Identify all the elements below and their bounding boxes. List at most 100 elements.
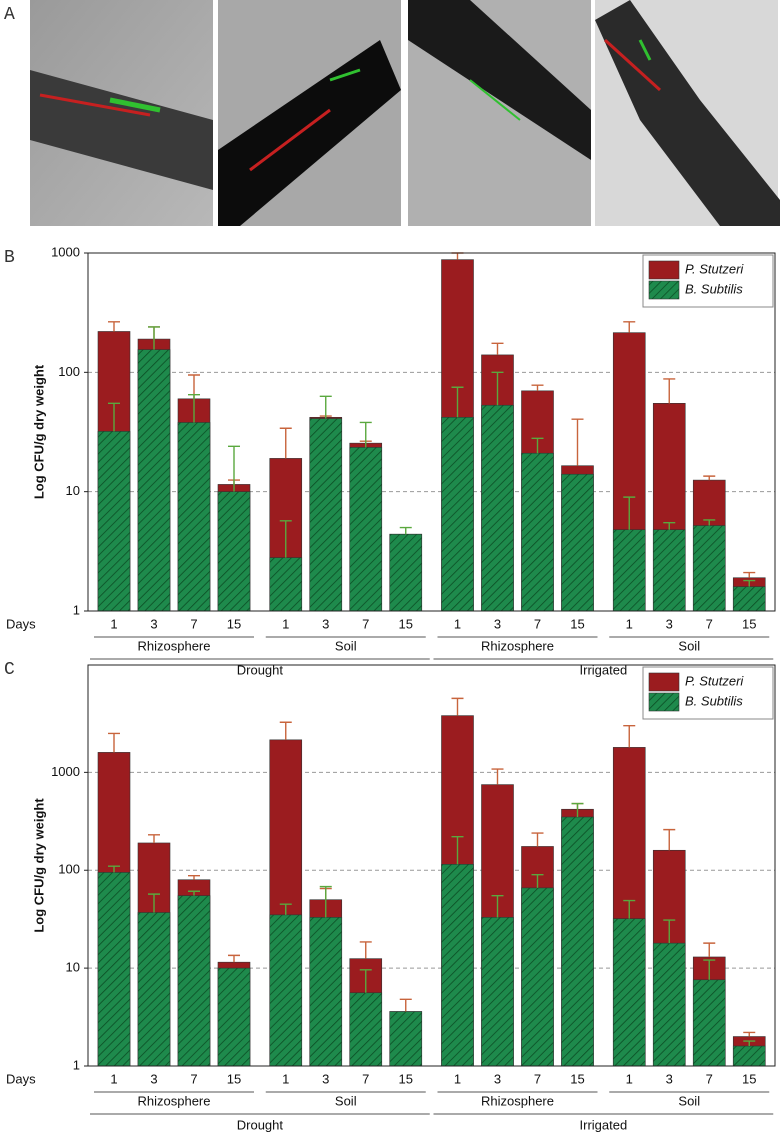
x-tick-label: 3 [322,1071,329,1086]
legend-label: B. Subtilis [685,281,743,296]
x-prefix: Days [6,616,36,631]
bar-hatch [521,453,554,611]
legend-hatch [649,281,679,299]
error-bar [663,919,676,944]
bar-hatch [178,895,210,1066]
bar-hatch [349,447,382,611]
x-tick-label: 1 [110,616,117,631]
x-tick-label: 1 [626,616,633,631]
error-bar [743,571,756,578]
error-bar [399,526,412,535]
bar-hatch [561,474,594,611]
error-bar [743,1031,756,1037]
error-bar [279,520,292,558]
bar-hatch [98,872,130,1066]
bar-hatch [733,1046,766,1066]
bar-hatch [218,968,250,1066]
y-tick-label: 1 [73,602,80,617]
error-bar [743,579,756,587]
error-bar [531,832,544,847]
error-bar [623,899,636,919]
x-tick-label: 7 [706,616,713,631]
error-bar [451,697,464,716]
error-bar [663,378,676,404]
error-bar [531,384,544,391]
x-tick-label: 3 [666,1071,673,1086]
x-tick-label: 1 [110,1071,117,1086]
x-tick-label: 1 [626,1071,633,1086]
x-tick-label: 7 [190,1071,197,1086]
bar-hatch [441,864,474,1066]
error-bar [531,874,544,888]
x-tick-label: 15 [227,1071,241,1086]
error-bar [188,890,200,896]
panel-label: C [4,660,15,680]
y-tick-label: 1000 [51,244,80,259]
x-tick-label: 1 [282,616,289,631]
subgroup-label: Soil [678,1093,700,1108]
bar-hatch [218,491,250,611]
error-bar [703,475,716,481]
bar-hatch [98,431,130,611]
x-tick-label: 15 [399,616,413,631]
x-tick-label: 3 [150,1071,157,1086]
error-bar [148,893,160,913]
x-tick-label: 7 [190,616,197,631]
error-bar [703,519,716,526]
x-tick-label: 3 [666,616,673,631]
x-tick-label: 7 [534,1071,541,1086]
bar-hatch [693,979,726,1066]
y-axis-label: Log CFU/g dry weight [31,364,46,499]
bar-hatch [389,534,422,611]
legend-hatch [649,693,679,711]
bar-hatch [613,918,646,1066]
micrograph [595,0,780,226]
subgroup-label: Soil [335,1093,357,1108]
x-tick-label: 1 [282,1071,289,1086]
subgroup-label: Rhizosphere [481,1093,554,1108]
error-bar [491,371,504,406]
x-tick-label: 3 [150,616,157,631]
subgroup-label: Soil [335,638,357,653]
subgroup-label: Soil [678,638,700,653]
bar-hatch [349,992,382,1066]
error-bar [663,521,676,530]
x-tick-label: 3 [494,616,501,631]
error-bar [571,802,584,817]
error-bar [359,941,372,959]
y-tick-label: 1000 [51,764,80,779]
subgroup-label: Rhizosphere [138,638,211,653]
x-tick-label: 15 [742,616,756,631]
legend-label: P. Stutzeri [685,261,744,276]
x-tick-label: 3 [322,616,329,631]
panel-label: B [4,248,15,268]
x-prefix: Days [6,1071,36,1086]
error-bar [703,959,716,980]
bar-hatch [138,349,170,611]
panel-label: A [4,5,15,25]
y-tick-label: 100 [58,862,80,877]
x-tick-label: 3 [494,1071,501,1086]
error-bar [451,252,464,260]
error-bar [623,496,636,530]
bar-hatch [521,887,554,1066]
x-tick-label: 7 [362,616,369,631]
y-tick-label: 10 [66,483,80,498]
y-tick-label: 100 [58,364,80,379]
error-bar [623,724,636,748]
error-bar [279,903,292,915]
bar-hatch [481,917,514,1066]
error-bar [571,418,584,466]
y-tick-label: 1 [73,1057,80,1072]
error-bar [451,386,464,418]
subgroup-label: Rhizosphere [138,1093,211,1108]
bar-hatch [613,529,646,611]
x-tick-label: 7 [706,1071,713,1086]
bar-hatch [389,1011,422,1066]
error-bar [451,836,464,865]
error-bar [319,395,332,419]
bar-hatch [269,914,302,1066]
x-tick-label: 15 [227,616,241,631]
y-tick-label: 10 [66,960,80,975]
micrograph [218,0,401,226]
